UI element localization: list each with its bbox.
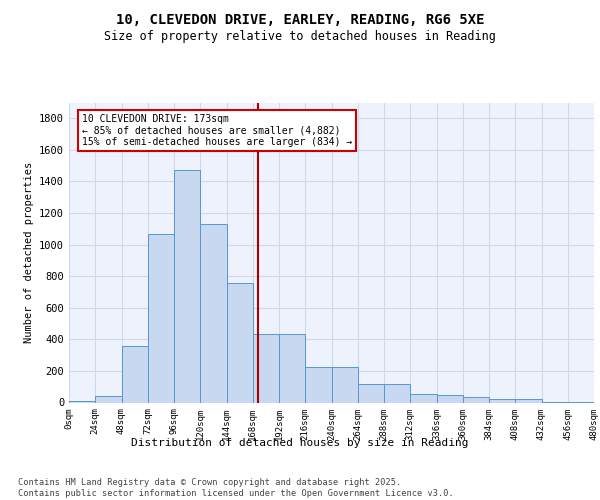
Bar <box>489 400 515 402</box>
Bar <box>95 396 121 402</box>
Text: Size of property relative to detached houses in Reading: Size of property relative to detached ho… <box>104 30 496 43</box>
Y-axis label: Number of detached properties: Number of detached properties <box>23 162 34 343</box>
Bar <box>331 367 358 402</box>
Bar <box>174 170 200 402</box>
Bar <box>410 394 437 402</box>
Text: 10, CLEVEDON DRIVE, EARLEY, READING, RG6 5XE: 10, CLEVEDON DRIVE, EARLEY, READING, RG6… <box>116 12 484 26</box>
Bar <box>200 224 227 402</box>
Bar <box>463 397 489 402</box>
Text: Contains HM Land Registry data © Crown copyright and database right 2025.
Contai: Contains HM Land Registry data © Crown c… <box>18 478 454 498</box>
Text: Distribution of detached houses by size in Reading: Distribution of detached houses by size … <box>131 438 469 448</box>
Bar <box>148 234 174 402</box>
Bar <box>358 384 384 402</box>
Text: 10 CLEVEDON DRIVE: 173sqm
← 85% of detached houses are smaller (4,882)
15% of se: 10 CLEVEDON DRIVE: 173sqm ← 85% of detac… <box>82 114 352 147</box>
Bar <box>515 400 542 402</box>
Bar <box>305 367 331 402</box>
Bar <box>279 334 305 402</box>
Bar <box>121 346 148 403</box>
Bar <box>227 282 253 403</box>
Bar <box>253 334 279 402</box>
Bar <box>437 394 463 402</box>
Bar <box>384 384 410 402</box>
Bar <box>69 401 95 402</box>
